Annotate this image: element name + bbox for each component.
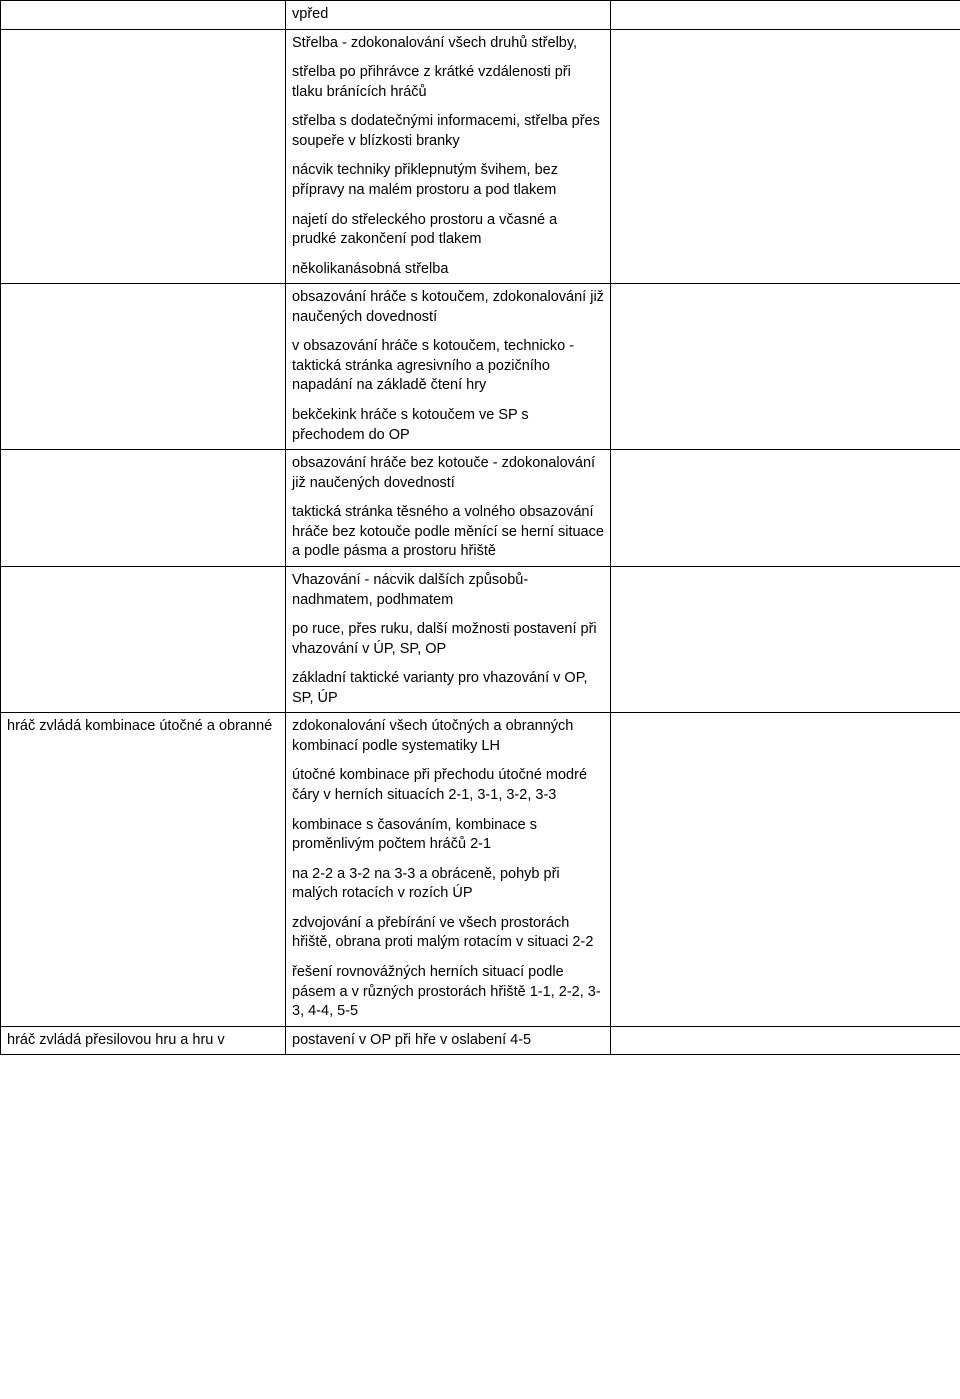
cell-col2: zdokonalování všech útočných a obranných… xyxy=(286,713,611,1026)
cell-col3 xyxy=(611,1026,960,1055)
cell-col1 xyxy=(1,1,286,30)
cell-paragraph: několikanásobná střelba xyxy=(292,260,604,280)
cell-col2: obsazování hráče s kotoučem, zdokonalová… xyxy=(286,284,611,450)
cell-paragraph: taktická stránka těsného a volného obsaz… xyxy=(292,503,604,562)
cell-col1: hráč zvládá kombinace útočné a obranné xyxy=(1,713,286,1026)
table-row: vpřed xyxy=(1,1,960,30)
curriculum-table: vpřed Střelba - zdokonalování všech druhů… xyxy=(0,0,960,1055)
cell-paragraph: po ruce, přes ruku, další možnosti posta… xyxy=(292,620,604,659)
cell-col3 xyxy=(611,450,960,567)
cell-paragraph: útočné kombinace při přechodu útočné mod… xyxy=(292,766,604,805)
cell-paragraph: střelba po přihrávce z krátké vzdálenost… xyxy=(292,63,604,102)
cell-paragraph: vpřed xyxy=(292,5,604,25)
table-row: Střelba - zdokonalování všech druhů stře… xyxy=(1,29,960,284)
cell-paragraph: postavení v OP při hře v oslabení 4-5 xyxy=(292,1031,604,1051)
cell-col3 xyxy=(611,29,960,284)
cell-col3 xyxy=(611,284,960,450)
cell-paragraph: hráč zvládá kombinace útočné a obranné xyxy=(7,717,279,737)
cell-col2: vpřed xyxy=(286,1,611,30)
cell-col1 xyxy=(1,566,286,712)
cell-col2: Vhazování - nácvik dalších způsobů-nadhm… xyxy=(286,566,611,712)
cell-paragraph: Vhazování - nácvik dalších způsobů-nadhm… xyxy=(292,571,604,610)
cell-col1: hráč zvládá přesilovou hru a hru v xyxy=(1,1026,286,1055)
table-row: obsazování hráče s kotoučem, zdokonalová… xyxy=(1,284,960,450)
cell-paragraph: zdvojování a přebírání ve všech prostorá… xyxy=(292,914,604,953)
cell-col3 xyxy=(611,566,960,712)
cell-paragraph: řešení rovnovážných herních situací podl… xyxy=(292,963,604,1022)
cell-col2: postavení v OP při hře v oslabení 4-5 xyxy=(286,1026,611,1055)
cell-col1 xyxy=(1,284,286,450)
cell-col2: obsazování hráče bez kotouče - zdokonalo… xyxy=(286,450,611,567)
cell-paragraph: hráč zvládá přesilovou hru a hru v xyxy=(7,1031,279,1051)
cell-paragraph: najetí do střeleckého prostoru a včasné … xyxy=(292,211,604,250)
cell-paragraph: kombinace s časováním, kombinace s promě… xyxy=(292,816,604,855)
cell-paragraph: zdokonalování všech útočných a obranných… xyxy=(292,717,604,756)
cell-paragraph: střelba s dodatečnými informacemi, střel… xyxy=(292,112,604,151)
cell-col3 xyxy=(611,1,960,30)
cell-paragraph: bekčekink hráče s kotoučem ve SP s přech… xyxy=(292,406,604,445)
table-row: obsazování hráče bez kotouče - zdokonalo… xyxy=(1,450,960,567)
cell-paragraph: obsazování hráče bez kotouče - zdokonalo… xyxy=(292,454,604,493)
cell-paragraph: obsazování hráče s kotoučem, zdokonalová… xyxy=(292,288,604,327)
cell-col1 xyxy=(1,450,286,567)
cell-col1 xyxy=(1,29,286,284)
cell-col2: Střelba - zdokonalování všech druhů stře… xyxy=(286,29,611,284)
cell-paragraph: nácvik techniky přiklepnutým švihem, bez… xyxy=(292,161,604,200)
cell-paragraph: základní taktické varianty pro vhazování… xyxy=(292,669,604,708)
cell-paragraph: Střelba - zdokonalování všech druhů stře… xyxy=(292,34,604,54)
cell-col3 xyxy=(611,713,960,1026)
cell-paragraph: na 2-2 a 3-2 na 3-3 a obráceně, pohyb př… xyxy=(292,865,604,904)
table-row: hráč zvládá kombinace útočné a obranné zd… xyxy=(1,713,960,1026)
table-row: hráč zvládá přesilovou hru a hru v postav… xyxy=(1,1026,960,1055)
table-body: vpřed Střelba - zdokonalování všech druhů… xyxy=(1,1,960,1055)
cell-paragraph: v obsazování hráče s kotoučem, technicko… xyxy=(292,337,604,396)
table-row: Vhazování - nácvik dalších způsobů-nadhm… xyxy=(1,566,960,712)
